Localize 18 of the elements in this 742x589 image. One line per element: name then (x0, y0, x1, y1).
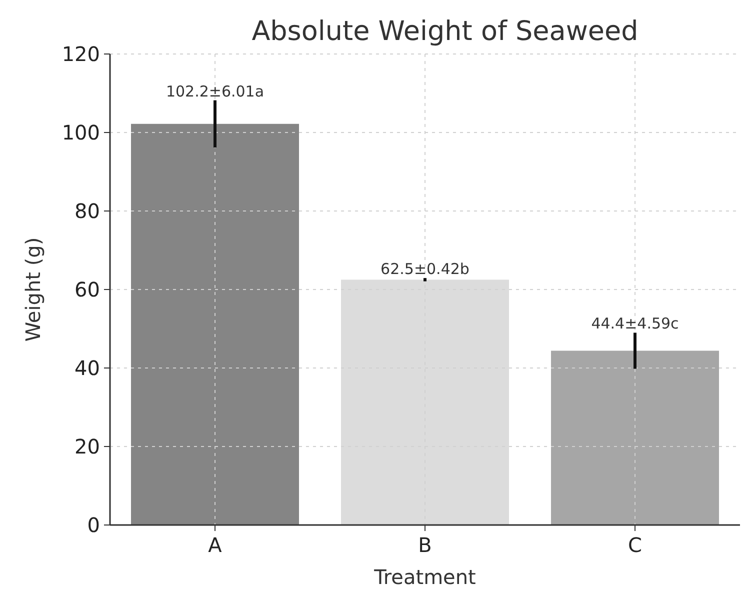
y-tick-label: 100 (62, 120, 100, 144)
x-tick-label: B (418, 533, 432, 557)
x-tick-label: A (208, 533, 222, 557)
y-tick-label: 120 (62, 42, 100, 66)
y-tick-label: 20 (74, 434, 100, 458)
bar (131, 124, 299, 525)
data-label: 102.2±6.01a (166, 82, 264, 100)
y-tick-label: 0 (87, 513, 100, 537)
data-label: 44.4±4.59c (591, 314, 679, 333)
chart-title: Absolute Weight of Seaweed (252, 16, 638, 47)
y-tick-label: 80 (74, 199, 100, 223)
x-axis-title: Treatment (373, 565, 476, 589)
y-tick-label: 40 (74, 356, 100, 380)
bar (551, 350, 719, 525)
y-axis-title: Weight (g) (21, 237, 45, 342)
x-tick-label: C (628, 533, 642, 557)
data-label: 62.5±0.42b (380, 260, 470, 278)
y-tick-label: 60 (74, 278, 100, 302)
